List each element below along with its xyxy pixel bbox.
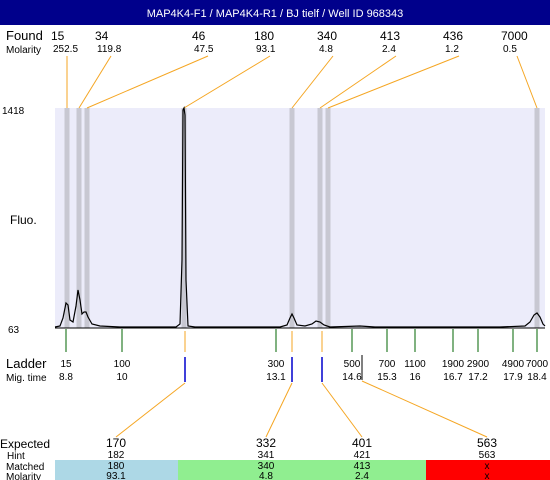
- molarity-label: Molarity: [6, 45, 41, 56]
- y-tick-min: 63: [8, 325, 20, 336]
- ladder-mig-time: 16: [409, 372, 421, 383]
- matched-molarity: 93.1: [106, 471, 126, 480]
- found-molarity: 1.2: [445, 44, 459, 55]
- found-size: 180: [254, 29, 274, 43]
- peak-band: [325, 108, 331, 328]
- matched-cell: [426, 460, 550, 480]
- peak-band: [181, 108, 187, 328]
- found-connector: [86, 55, 209, 109]
- ladder-mig-time: 15.3: [377, 372, 397, 383]
- ladder-mig-time: 16.7: [443, 372, 463, 383]
- expected-connector: [115, 382, 186, 438]
- found-size: 7000: [501, 29, 528, 43]
- plot-area: [55, 108, 545, 328]
- matched-size: x: [485, 461, 490, 472]
- migtime-label: Mig. time: [6, 373, 47, 384]
- fluorescence-trace: [54, 106, 546, 328]
- ladder-size: 4900: [502, 359, 525, 370]
- found-size: 34: [95, 29, 109, 43]
- found-size: 413: [380, 29, 400, 43]
- peak-band: [289, 108, 295, 328]
- expected-connector: [265, 382, 293, 438]
- matched-size: 413: [354, 461, 371, 472]
- found-molarity: 47.5: [194, 44, 214, 55]
- found-size: 46: [192, 29, 206, 43]
- peak-band: [76, 108, 82, 328]
- ladder-size: 500: [344, 359, 361, 370]
- ladder-mig-time: 14.6: [342, 372, 362, 383]
- found-label: Found: [6, 28, 43, 43]
- found-connector: [516, 55, 538, 109]
- peak-band: [84, 108, 90, 328]
- ladder-size: 2900: [467, 359, 490, 370]
- hint-size: 341: [258, 450, 275, 461]
- hint-size: 563: [479, 450, 496, 461]
- found-molarity: 119.8: [97, 44, 122, 55]
- matched-size: 180: [108, 461, 125, 472]
- found-connector: [327, 55, 460, 109]
- y-tick-max: 1418: [2, 106, 25, 117]
- found-size: 15: [51, 29, 65, 43]
- expected-size: 563: [477, 436, 497, 450]
- found-molarity: 93.1: [256, 44, 276, 55]
- ladder-size: 100: [114, 359, 131, 370]
- ladder-mig-time: 18.4: [527, 372, 547, 383]
- found-size: 436: [443, 29, 463, 43]
- ladder-size: 7000: [526, 359, 549, 370]
- expected-label: Expected: [0, 437, 50, 451]
- matched-molarity: 4.8: [259, 471, 273, 480]
- found-connector: [183, 55, 271, 109]
- expected-size: 401: [352, 436, 372, 450]
- chart-title: MAP4K4-F1 / MAP4K4-R1 / BJ tielf / Well …: [147, 8, 404, 20]
- ladder-mig-time: 8.8: [59, 372, 73, 383]
- peak-band: [317, 108, 323, 328]
- peak-band: [534, 108, 540, 328]
- found-molarity: 2.4: [382, 44, 396, 55]
- found-molarity: 4.8: [319, 44, 333, 55]
- matched-cell: [55, 460, 178, 480]
- ladder-size: 300: [268, 359, 285, 370]
- ladder-size: 15: [60, 359, 72, 370]
- expected-connector: [321, 382, 363, 438]
- ladder-mig-time: 10: [116, 372, 128, 383]
- expected-connector: [361, 380, 488, 438]
- ladder-mig-time: 17.9: [503, 372, 523, 383]
- ladder-label: Ladder: [6, 356, 47, 371]
- found-size: 340: [317, 29, 337, 43]
- matched-label: Matched: [6, 462, 44, 473]
- hint-size: 182: [108, 450, 125, 461]
- expected-size: 170: [106, 436, 126, 450]
- matched-molarity: 2.4: [355, 471, 369, 480]
- ladder-size: 1900: [442, 359, 465, 370]
- peak-band: [64, 108, 70, 328]
- found-connector: [319, 55, 397, 109]
- found-connector: [291, 55, 334, 109]
- expected-size: 332: [256, 436, 276, 450]
- matched-molarity: x: [485, 471, 490, 480]
- matched-cell: [303, 460, 426, 480]
- ladder-mig-time: 17.2: [468, 372, 488, 383]
- hint-label: Hint: [7, 451, 25, 462]
- ladder-size: 1100: [404, 359, 426, 370]
- ladder-mig-time: 13.1: [266, 372, 286, 383]
- found-molarity: 252.5: [53, 44, 78, 55]
- ladder-size: 700: [379, 359, 396, 370]
- found-connector: [78, 55, 112, 109]
- title-bar: [0, 0, 550, 25]
- fluo-axis-label: Fluo.: [10, 213, 37, 227]
- found-molarity: 0.5: [503, 44, 517, 55]
- matched-cell: [178, 460, 303, 480]
- molarity-bottom-label: Molarity: [6, 472, 41, 480]
- matched-size: 340: [258, 461, 275, 472]
- hint-size: 421: [354, 450, 371, 461]
